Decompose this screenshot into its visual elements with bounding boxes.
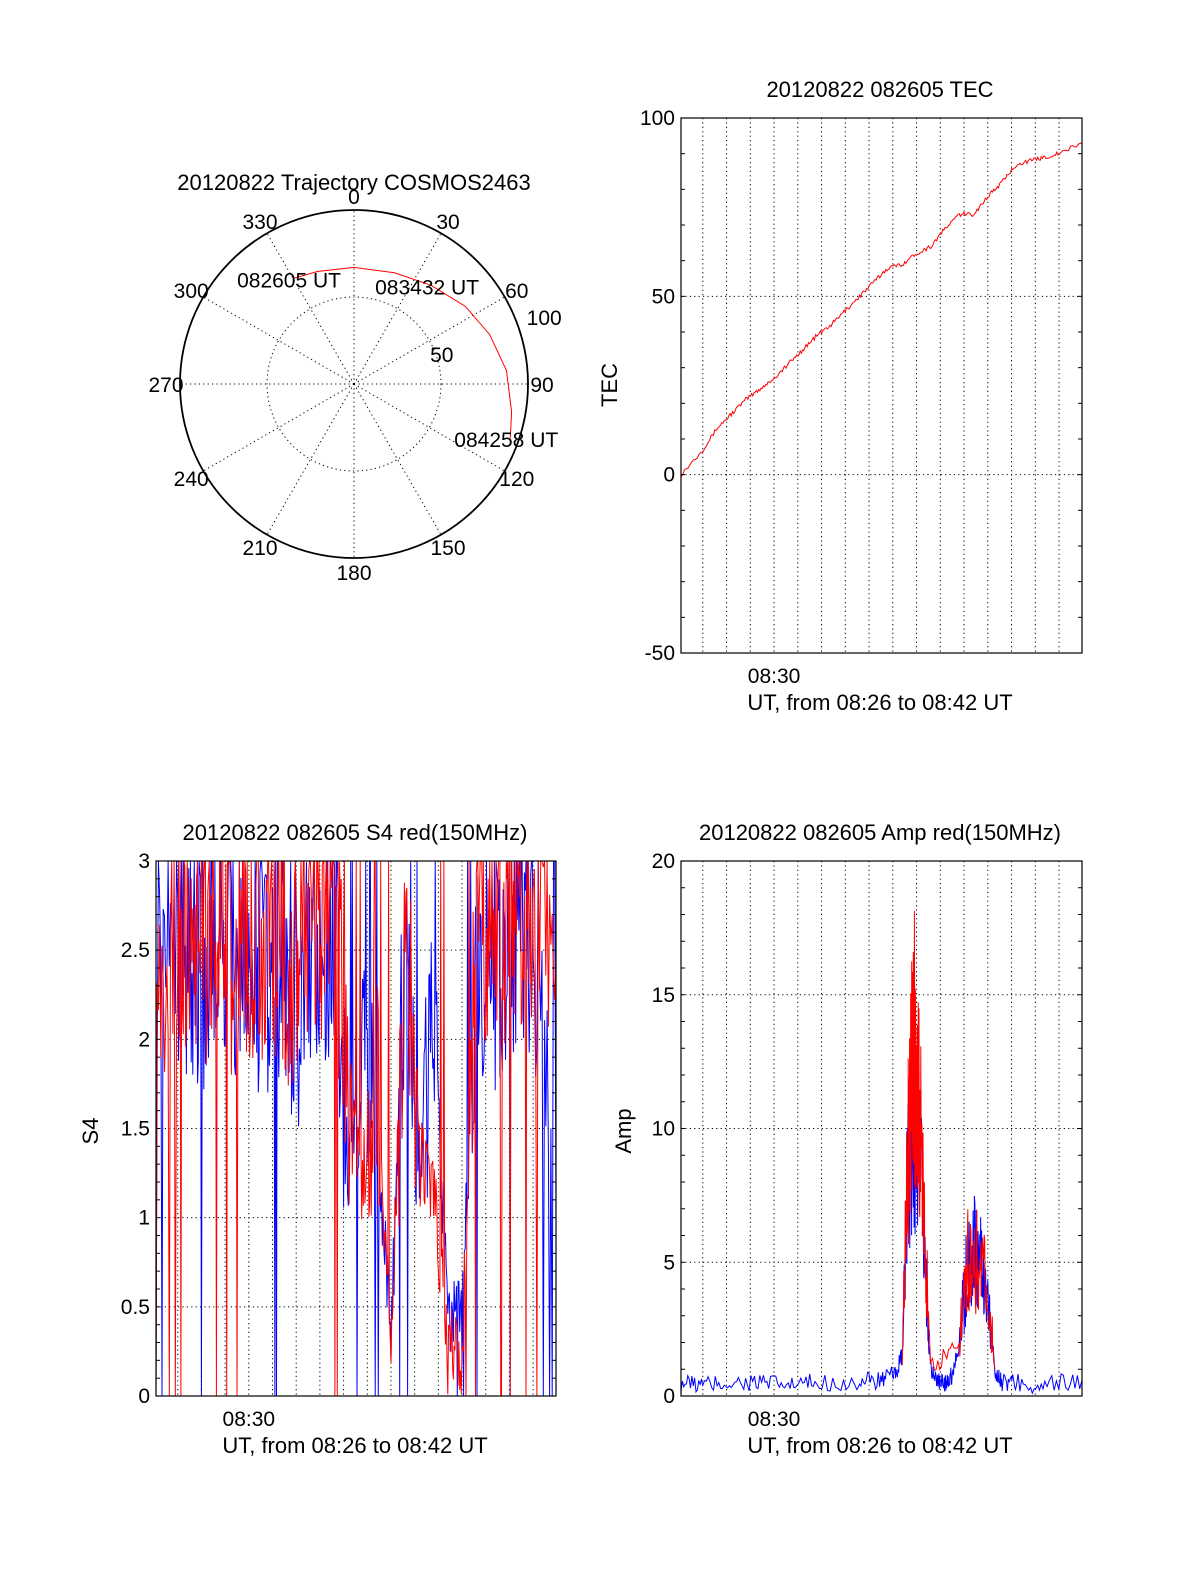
polar-radial-label: 50	[430, 344, 453, 367]
polar-angle-label: 240	[174, 468, 209, 491]
polar-angle-label: 60	[505, 280, 528, 303]
trajectory-annotations: 082605 UT 083432 UT 084258 UT	[237, 270, 558, 452]
y-tick-label: 50	[652, 285, 675, 308]
tec-plot-frame	[680, 117, 1083, 654]
y-tick-label: 3	[138, 850, 150, 873]
polar-grid	[180, 210, 528, 558]
amp-ticks: 0 5 10 15 20 08:30	[652, 850, 1082, 1431]
amp-plot-frame	[680, 860, 1083, 1397]
tec-ylabel: TEC	[597, 363, 622, 407]
x-tick-label: 08:30	[748, 665, 801, 688]
s4-ylabel: S4	[78, 1118, 103, 1145]
trajectory-time-label: 084258 UT	[454, 429, 558, 452]
polar-spoke	[266, 233, 355, 385]
polar-radial-label: 100	[527, 307, 562, 330]
trajectory-line	[292, 266, 513, 438]
tec-grid	[681, 118, 1082, 653]
trajectory-time-label: 082605 UT	[237, 270, 341, 293]
trajectory-panel: 20120822 Trajectory COSMOS2463 0 30 60 90 12…	[148, 170, 561, 585]
y-tick-label: 0	[138, 1385, 150, 1408]
s4-series	[156, 861, 556, 1396]
polar-angle-label: 150	[430, 537, 465, 560]
tec-xlabel: UT, from 08:26 to 08:42 UT	[747, 690, 1012, 715]
x-tick-label: 08:30	[748, 1408, 801, 1431]
y-tick-label: 2.5	[121, 939, 150, 962]
series-line	[901, 910, 996, 1372]
polar-angle-label: 120	[499, 468, 534, 491]
s4-ticks: 0 0.5 1 1.5 2 2.5 3 08:30	[121, 850, 556, 1431]
polar-spoke	[203, 296, 355, 385]
polar-angle-label: 0	[348, 186, 360, 209]
polar-outer-circle	[179, 209, 529, 559]
polar-angle-label: 30	[436, 211, 459, 234]
polar-angle-label: 90	[530, 374, 553, 397]
y-tick-label: 5	[663, 1251, 675, 1274]
series-line	[681, 142, 1082, 478]
trajectory-time-label: 083432 UT	[375, 276, 479, 299]
polar-spoke	[353, 383, 442, 535]
y-tick-label: 15	[652, 984, 675, 1007]
y-tick-label: 100	[640, 107, 675, 130]
y-tick-label: 0	[663, 464, 675, 487]
y-tick-label: 2	[138, 1028, 150, 1051]
series-line	[156, 861, 556, 1396]
s4-panel: 20120822 082605 S4 red(150MHz) 0 0.5 1 1.5 2…	[78, 820, 557, 1458]
polar-spoke	[266, 383, 355, 535]
amp-title: 20120822 082605 Amp red(150MHz)	[699, 820, 1061, 845]
polar-angle-label: 300	[174, 280, 209, 303]
trajectory-title: 20120822 Trajectory COSMOS2463	[177, 170, 530, 195]
polar-angle-label: 210	[242, 537, 277, 560]
amp-ylabel: Amp	[611, 1108, 636, 1153]
polar-spoke	[353, 296, 505, 385]
s4-title: 20120822 082605 S4 red(150MHz)	[183, 820, 528, 845]
y-tick-label: 0.5	[121, 1296, 150, 1319]
polar-angle-labels: 0 30 60 90 120 150 180 210 240 270 300 330	[148, 186, 553, 585]
polar-spoke	[203, 383, 355, 472]
amp-series	[681, 910, 1082, 1395]
series-line	[681, 1040, 1082, 1395]
y-tick-label: 20	[652, 850, 675, 873]
s4-xlabel: UT, from 08:26 to 08:42 UT	[222, 1433, 487, 1458]
y-tick-label: 1	[138, 1207, 150, 1230]
tec-title: 20120822 082605 TEC	[766, 77, 993, 102]
y-tick-label: -50	[645, 642, 675, 665]
polar-spoke	[353, 383, 505, 472]
polar-spoke	[353, 233, 442, 385]
amp-panel: 20120822 082605 Amp red(150MHz) 0 5 10 15 20…	[611, 820, 1083, 1458]
x-tick-label: 08:30	[223, 1408, 276, 1431]
polar-angle-label: 270	[148, 374, 183, 397]
polar-angle-label: 180	[336, 562, 371, 585]
polar-radial-labels: 50 100	[430, 307, 562, 367]
tec-series	[681, 142, 1082, 478]
y-tick-label: 0	[663, 1385, 675, 1408]
tec-ticks: -50 0 50 100 08:30	[640, 107, 1082, 688]
y-tick-label: 10	[652, 1118, 675, 1141]
tec-panel: 20120822 082605 TEC -50 0 50 100 08:30 UT, f…	[597, 77, 1083, 715]
amp-xlabel: UT, from 08:26 to 08:42 UT	[747, 1433, 1012, 1458]
polar-ring-50	[266, 296, 442, 472]
y-tick-label: 1.5	[121, 1118, 150, 1141]
amp-grid	[681, 861, 1082, 1396]
polar-angle-label: 330	[242, 211, 277, 234]
